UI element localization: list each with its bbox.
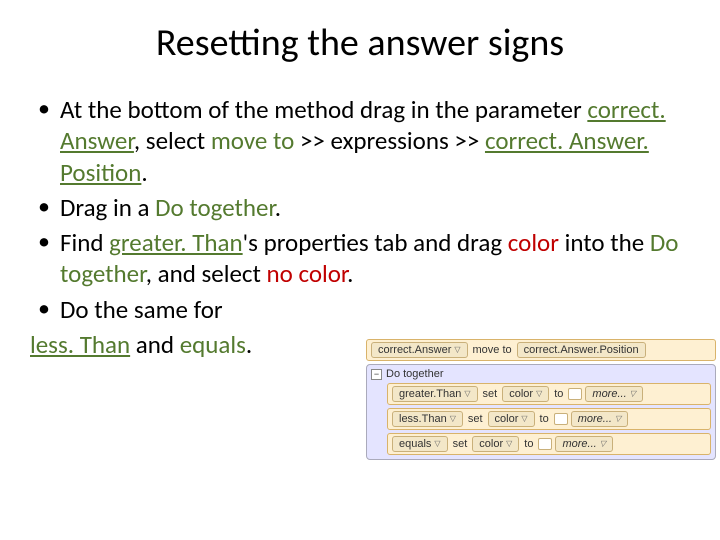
token-equals[interactable]: equals▽ bbox=[392, 436, 448, 452]
text: set bbox=[451, 438, 470, 450]
chevron-down-icon: ▽ bbox=[521, 412, 527, 426]
code-row-equals: equals▽ set color▽ to more...▽ bbox=[387, 433, 711, 455]
text-moveto: move to bbox=[471, 344, 514, 356]
color-swatch[interactable] bbox=[554, 413, 568, 425]
token-label: equals bbox=[399, 437, 431, 451]
dotogether-header: − Do together bbox=[371, 368, 711, 380]
text-nocolor: no color bbox=[266, 258, 347, 289]
text: Drag in a bbox=[60, 192, 155, 223]
token-label: more... bbox=[578, 412, 612, 426]
text: to bbox=[538, 413, 551, 425]
text-greater: greater. Than bbox=[109, 227, 242, 258]
text: . bbox=[347, 258, 353, 289]
text: to bbox=[522, 438, 535, 450]
text: 's properties tab and drag bbox=[243, 227, 508, 258]
token-more[interactable]: more... ▽ bbox=[585, 386, 642, 402]
dotogether-label: Do together bbox=[386, 368, 443, 380]
token-label: color bbox=[479, 437, 503, 451]
text: . bbox=[275, 192, 281, 223]
chevron-down-icon: ▽ bbox=[454, 343, 460, 357]
token-color[interactable]: color▽ bbox=[488, 411, 535, 427]
bullet-4: Do the same for bbox=[30, 294, 690, 325]
chevron-down-icon: ▽ bbox=[434, 437, 440, 451]
text: set bbox=[466, 413, 485, 425]
chevron-down-icon: ▽ bbox=[450, 412, 456, 426]
text: into the bbox=[565, 227, 650, 258]
token-color[interactable]: color▽ bbox=[472, 436, 519, 452]
text: and bbox=[130, 329, 180, 360]
code-topline: correct.Answer▽ move to correct.Answer.P… bbox=[366, 339, 716, 361]
text-color: color bbox=[508, 227, 565, 258]
text: At the bottom of the method drag in the … bbox=[60, 94, 587, 125]
token-more[interactable]: more... ▽ bbox=[555, 436, 612, 452]
page-title: Resetting the answer signs bbox=[30, 20, 690, 66]
color-swatch[interactable] bbox=[568, 388, 582, 400]
text: , and select bbox=[146, 258, 267, 289]
code-row-less: less.Than▽ set color▽ to more...▽ bbox=[387, 408, 711, 430]
bullet-1: At the bottom of the method drag in the … bbox=[30, 94, 690, 188]
dotogether-block: − Do together greater.Than▽ set color▽ t… bbox=[366, 364, 716, 460]
chevron-down-icon: ▽ bbox=[630, 387, 636, 401]
token-label: greater.Than bbox=[399, 387, 461, 401]
token-label: color bbox=[495, 412, 519, 426]
text: Do the same for bbox=[60, 294, 223, 325]
token-label: more... bbox=[562, 437, 596, 451]
token-label: color bbox=[509, 387, 533, 401]
token-label: more... bbox=[592, 387, 626, 401]
bullet-list: At the bottom of the method drag in the … bbox=[30, 94, 690, 325]
collapse-icon[interactable]: − bbox=[371, 369, 382, 380]
token-more[interactable]: more...▽ bbox=[571, 411, 628, 427]
text: , select bbox=[134, 125, 211, 156]
token-correct-answer-pos[interactable]: correct.Answer.Position bbox=[517, 342, 646, 358]
token-less[interactable]: less.Than▽ bbox=[392, 411, 463, 427]
text: >> expressions >> bbox=[300, 125, 485, 156]
token-label: correct.Answer.Position bbox=[524, 343, 639, 357]
text-moveto: move to bbox=[211, 125, 300, 156]
chevron-down-icon: ▽ bbox=[506, 437, 512, 451]
text-less: less. Than bbox=[30, 329, 130, 360]
chevron-down-icon: ▽ bbox=[600, 437, 606, 451]
color-swatch[interactable] bbox=[538, 438, 552, 450]
token-correct-answer[interactable]: correct.Answer▽ bbox=[371, 342, 468, 358]
bullet-2: Drag in a Do together. bbox=[30, 192, 690, 223]
text-dotogether: Do together bbox=[155, 192, 275, 223]
chevron-down-icon: ▽ bbox=[464, 387, 470, 401]
code-panel: correct.Answer▽ move to correct.Answer.P… bbox=[366, 339, 716, 460]
text-equals: equals bbox=[180, 329, 246, 360]
text: . bbox=[246, 329, 252, 360]
text: Find bbox=[60, 227, 109, 258]
token-label: less.Than bbox=[399, 412, 447, 426]
code-row-greater: greater.Than▽ set color▽ to more...▽ bbox=[387, 383, 711, 405]
chevron-down-icon: ▽ bbox=[536, 387, 542, 401]
token-greater[interactable]: greater.Than▽ bbox=[392, 386, 478, 402]
text: set bbox=[481, 388, 500, 400]
token-color[interactable]: color▽ bbox=[502, 386, 549, 402]
text: . bbox=[141, 157, 147, 188]
chevron-down-icon: ▽ bbox=[615, 412, 621, 426]
token-label: correct.Answer bbox=[378, 343, 451, 357]
bullet-3: Find greater. Than's properties tab and … bbox=[30, 227, 690, 290]
text: to bbox=[552, 388, 565, 400]
